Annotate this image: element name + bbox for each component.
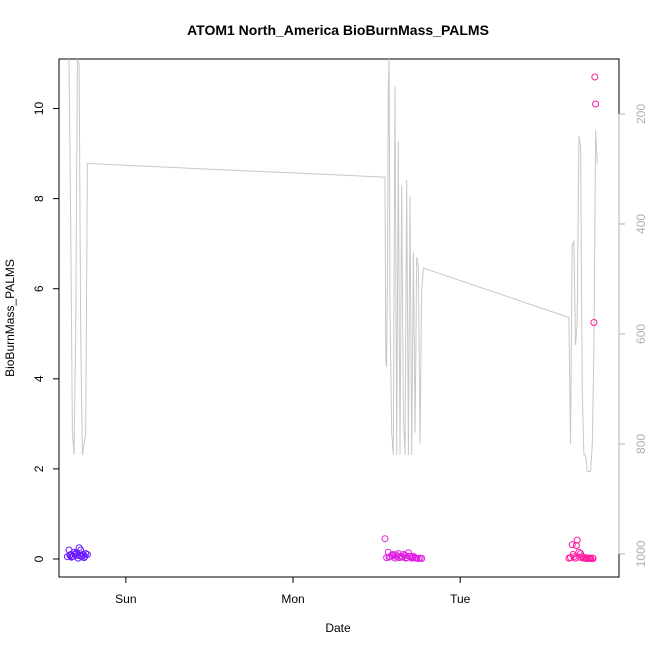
data-point xyxy=(591,73,599,81)
data-point xyxy=(409,553,417,561)
x-tick-label: Tue xyxy=(450,592,471,606)
right-tick-label: 600 xyxy=(634,324,648,344)
data-point xyxy=(579,554,587,562)
chart-title: ATOM1 North_America BioBurnMass_PALMS xyxy=(187,22,489,38)
data-point xyxy=(568,541,576,549)
y-tick-label: 4 xyxy=(32,375,46,382)
axis-layer: Sun Mon Tue 0 2 4 6 8 10 200 400 600 800 1000 xyxy=(32,102,648,606)
point-series-3 xyxy=(565,73,600,562)
y-axis-label: BioBurnMass_PALMS xyxy=(3,259,17,377)
data-point xyxy=(399,553,406,561)
y-tick-label: 10 xyxy=(32,102,46,116)
x-tick-label: Mon xyxy=(281,592,304,606)
point-series-1 xyxy=(63,544,91,562)
right-tick-label: 200 xyxy=(634,104,648,124)
data-point xyxy=(412,554,420,562)
data-point xyxy=(66,551,74,559)
y-tick-label: 2 xyxy=(32,465,46,472)
y-tick-label: 8 xyxy=(32,195,46,202)
data-point xyxy=(586,554,594,562)
point-series-2 xyxy=(381,535,426,562)
data-point xyxy=(589,555,597,562)
data-point xyxy=(381,535,389,543)
data-point xyxy=(395,554,403,562)
data-point xyxy=(402,554,410,562)
data-point xyxy=(81,552,89,560)
right-tick-label: 400 xyxy=(634,214,648,234)
data-point xyxy=(590,319,598,326)
right-tick-label: 1000 xyxy=(634,540,648,567)
data-point xyxy=(385,553,393,561)
data-point xyxy=(569,551,577,558)
series-layer xyxy=(63,58,600,562)
data-point xyxy=(592,100,600,108)
x-tick-label: Sun xyxy=(115,592,136,606)
data-point xyxy=(78,553,86,561)
right-tick-label: 800 xyxy=(634,434,648,454)
y-tick-label: 6 xyxy=(32,285,46,292)
data-point xyxy=(573,536,581,544)
data-point xyxy=(572,542,580,549)
data-point xyxy=(389,552,396,560)
data-point xyxy=(79,551,87,559)
altitude-line-series xyxy=(68,58,598,472)
y-tick-label: 0 xyxy=(32,555,46,562)
data-point xyxy=(582,555,590,562)
x-axis-label: Date xyxy=(325,621,351,635)
data-point xyxy=(575,548,583,556)
data-point xyxy=(405,552,413,560)
data-point xyxy=(576,553,584,561)
